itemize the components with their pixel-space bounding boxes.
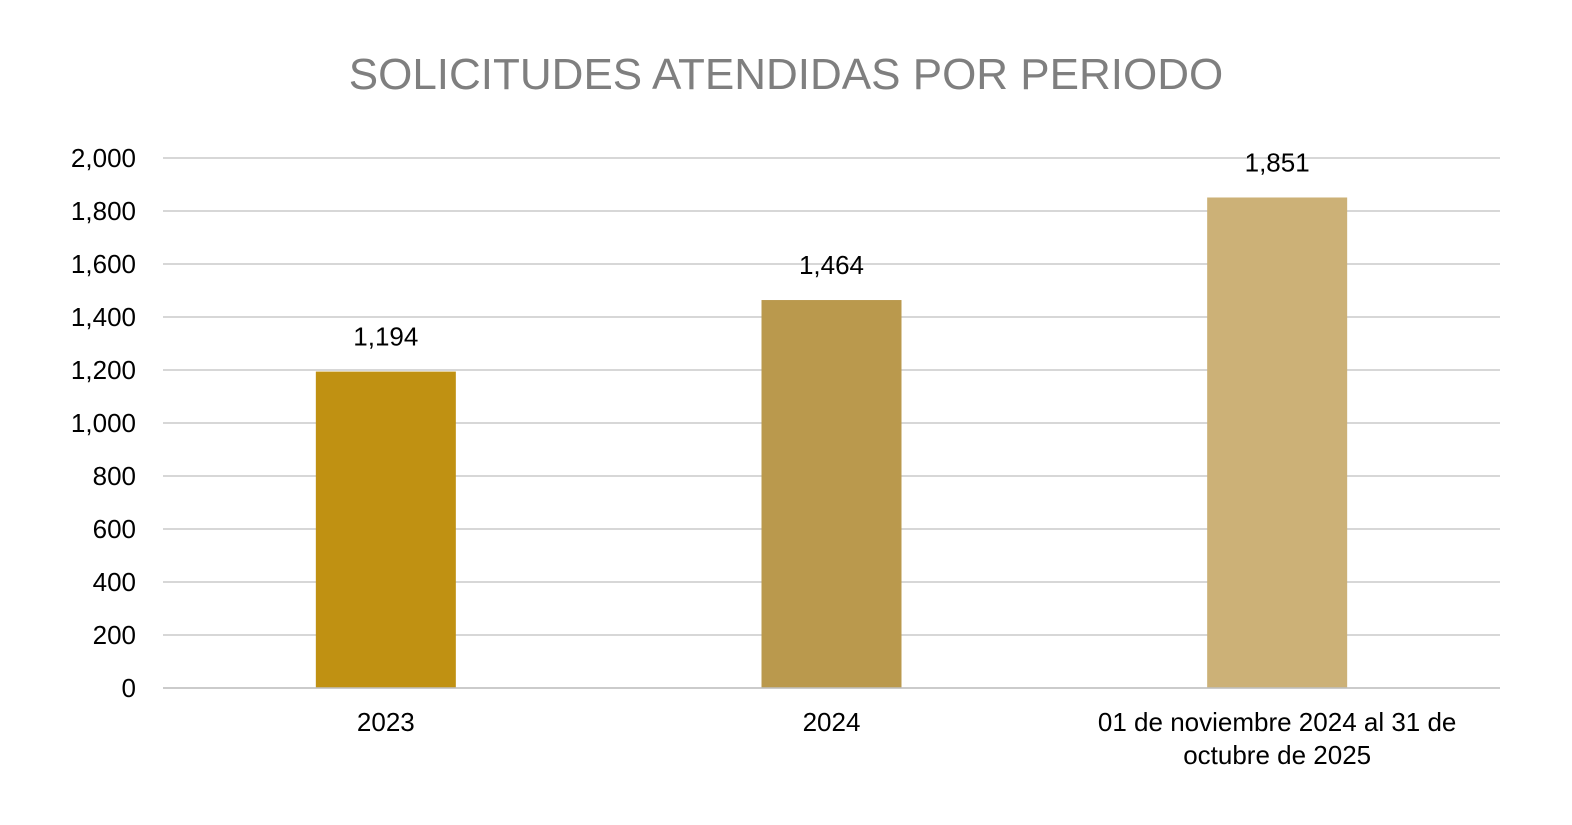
x-tick-label: 01 de noviembre 2024 al 31 de <box>1098 707 1457 737</box>
bar <box>761 300 902 688</box>
data-labels: 1,194 1,464 1,851 <box>353 147 1309 351</box>
y-tick-label: 600 <box>93 514 136 544</box>
chart-title: SOLICITUDES ATENDIDAS POR PERIODO <box>348 50 1224 99</box>
x-tick-label: octubre de 2025 <box>1183 740 1371 770</box>
x-tick-label: 2023 <box>357 707 415 737</box>
x-axis: 2023 2024 01 de noviembre 2024 al 31 deoct… <box>163 687 1500 770</box>
x-tick-label: 2024 <box>803 707 861 737</box>
y-tick-label: 800 <box>93 461 136 491</box>
y-tick-label: 200 <box>93 620 136 650</box>
data-label: 1,851 <box>1245 147 1310 177</box>
data-label: 1,194 <box>353 322 418 352</box>
data-label: 1,464 <box>799 250 864 280</box>
y-axis: 0 200 400 600 800 1,000 1,200 1,400 1,600 1,800 2,… <box>71 143 136 703</box>
bar <box>315 371 456 688</box>
y-tick-label: 1,400 <box>71 302 136 332</box>
y-tick-label: 1,200 <box>71 355 136 385</box>
y-tick-label: 2,000 <box>71 143 136 173</box>
bar <box>1207 197 1348 689</box>
y-tick-label: 1,600 <box>71 249 136 279</box>
y-tick-label: 0 <box>122 673 136 703</box>
y-tick-label: 1,000 <box>71 408 136 438</box>
y-tick-label: 400 <box>93 567 136 597</box>
bars <box>315 197 1348 689</box>
y-tick-label: 1,800 <box>71 196 136 226</box>
